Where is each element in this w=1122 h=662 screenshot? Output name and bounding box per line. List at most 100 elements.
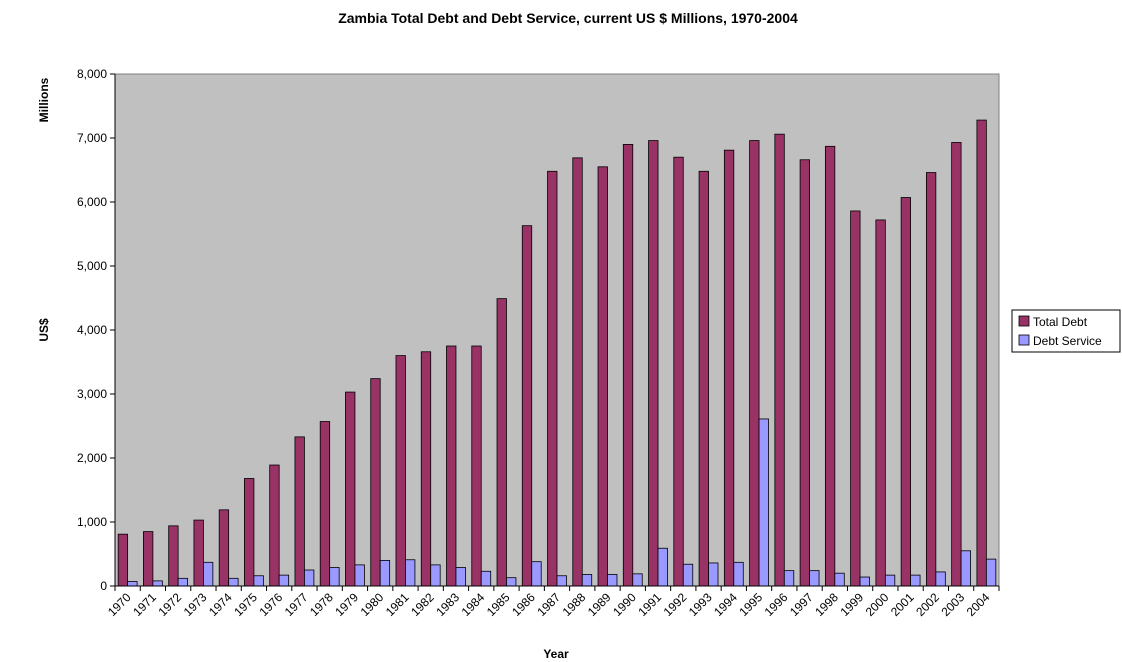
debt-service-bar: [985, 558, 997, 587]
total-debt-bar: [774, 133, 785, 587]
x-tick-label: 1987: [534, 590, 563, 619]
x-tick-label: 1998: [812, 590, 841, 619]
total-debt-bar: [547, 170, 558, 587]
legend-swatch-total-debt: [1018, 315, 1030, 327]
x-tick-label: 1982: [408, 590, 437, 619]
x-tick-label: 1983: [433, 590, 462, 619]
debt-service-bar: [430, 564, 441, 587]
total-debt-bar: [875, 219, 886, 587]
total-debt-bar: [900, 197, 912, 587]
x-tick-label: 1989: [585, 590, 614, 619]
x-tick-label: 1974: [206, 590, 235, 619]
x-tick-label: 1997: [787, 590, 816, 619]
chart-title: Zambia Total Debt and Debt Service, curr…: [338, 10, 798, 26]
x-tick-label: 1979: [332, 590, 361, 619]
total-debt-bar: [673, 156, 684, 587]
legend-label-total-debt: Total Debt: [1033, 315, 1088, 329]
total-debt-bar: [799, 159, 810, 587]
x-tick-label: 1971: [130, 590, 159, 619]
debt-service-bar: [531, 561, 542, 587]
x-tick-label: 1976: [257, 590, 286, 619]
y-tick-label: 6,000: [77, 195, 107, 209]
x-tick-label: 2002: [913, 590, 942, 619]
legend-swatch-debt-service: [1018, 334, 1030, 346]
debt-service-bar: [657, 547, 668, 587]
x-tick-label: 2004: [964, 590, 993, 619]
debt-service-bar: [379, 560, 391, 587]
debt-service-bar: [127, 581, 138, 587]
x-tick-label: 1993: [686, 590, 715, 619]
debt-service-bar: [632, 573, 643, 587]
x-tick-label: 1992: [661, 590, 690, 619]
debt-service-bar: [202, 561, 214, 587]
debt-service-bar: [733, 561, 744, 587]
x-tick-label: 1991: [635, 590, 664, 619]
total-debt-bar: [168, 525, 179, 587]
total-debt-bar: [345, 391, 356, 587]
total-debt-bar: [117, 533, 129, 587]
legend-label-debt-service: Debt Service: [1033, 334, 1102, 348]
debt-service-bar: [607, 574, 618, 587]
debt-service-bar: [405, 559, 416, 587]
total-debt-bar: [698, 170, 709, 587]
x-tick-label: 1977: [282, 590, 311, 619]
x-axis-title: Year: [543, 647, 569, 661]
x-tick-label: 1988: [560, 590, 589, 619]
y-tick-label: 8,000: [77, 67, 107, 81]
x-tick-label: 1999: [837, 590, 866, 619]
total-debt-bar: [496, 298, 507, 587]
total-debt-bar: [521, 225, 533, 587]
x-tick-label: 1994: [711, 590, 740, 619]
y-tick-label: 4,000: [77, 323, 107, 337]
debt-service-bar: [758, 418, 769, 587]
total-debt-bar: [143, 531, 154, 587]
total-debt-bar: [193, 519, 204, 587]
x-tick-label: 1996: [762, 590, 791, 619]
legend: Total Debt Debt Service: [1011, 309, 1121, 353]
x-tick-label: 1986: [509, 590, 538, 619]
total-debt-bar: [951, 142, 962, 587]
debt-service-bar: [884, 574, 896, 587]
total-debt-bar: [572, 157, 583, 587]
debt-service-bar: [859, 576, 870, 587]
total-debt-bar: [622, 143, 634, 587]
debt-service-bar: [228, 577, 239, 587]
y-axis-unit: Millions: [37, 77, 51, 122]
debt-service-bar: [455, 567, 466, 587]
x-tick-label: 2001: [888, 590, 917, 619]
y-tick-label: 5,000: [77, 259, 107, 273]
total-debt-bar: [648, 140, 659, 587]
debt-service-bar: [480, 570, 492, 587]
x-tick-label: 1978: [307, 590, 336, 619]
total-debt-bar: [420, 351, 432, 587]
debt-service-bar: [278, 574, 290, 587]
total-debt-bar: [824, 145, 836, 587]
total-debt-bar: [244, 478, 255, 587]
x-tick-label: 1985: [484, 590, 513, 619]
total-debt-bar: [976, 119, 987, 587]
debt-service-bar: [152, 580, 163, 587]
debt-service-bar: [177, 577, 189, 587]
x-tick-label: 1970: [105, 590, 134, 619]
x-tick-label: 1995: [736, 590, 765, 619]
debt-service-bar: [581, 574, 593, 587]
total-debt-bar: [294, 436, 305, 587]
total-debt-bar: [471, 345, 482, 587]
total-debt-bar: [749, 140, 760, 587]
debt-service-bar: [910, 574, 921, 587]
x-tick-label: 2003: [938, 590, 967, 619]
x-tick-label: 1980: [358, 590, 387, 619]
debt-service-bar: [506, 577, 517, 587]
x-tick-label: 2000: [863, 590, 892, 619]
x-tick-label: 1981: [383, 590, 412, 619]
plot-area: [114, 73, 1000, 587]
debt-service-bar: [960, 550, 971, 587]
x-tick-label: 1973: [181, 590, 210, 619]
total-debt-bar: [269, 464, 280, 587]
debt-service-bar: [304, 569, 315, 587]
total-debt-bar: [723, 149, 735, 587]
debt-service-bar: [682, 563, 694, 587]
debt-service-bar: [834, 572, 845, 587]
